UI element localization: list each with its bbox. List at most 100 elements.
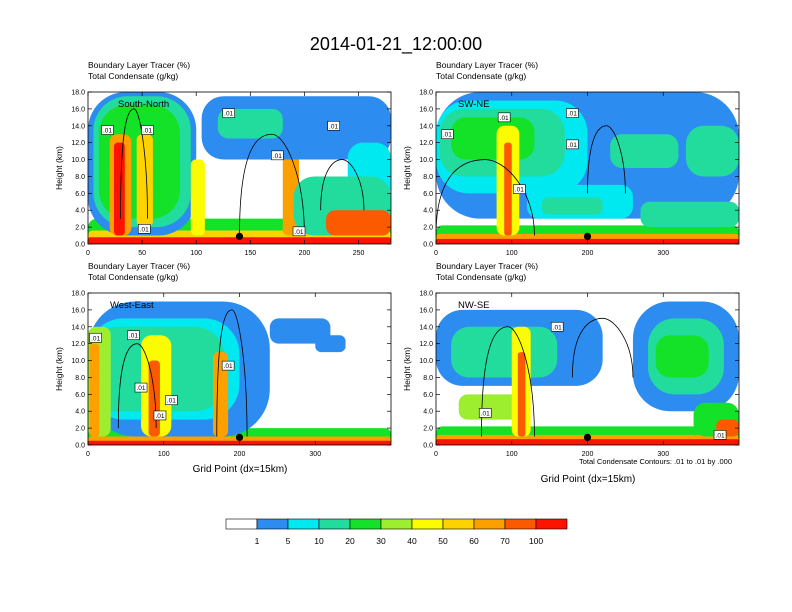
x-axis-label-left: Grid Point (dx=15km) (193, 464, 288, 475)
y-tick-label: 14.0 (419, 324, 433, 331)
y-tick-label: 4.0 (75, 208, 85, 215)
legend-label: 20 (345, 536, 355, 546)
contour-label: .01 (441, 129, 454, 140)
y-tick-label: 6.0 (75, 392, 85, 399)
y-tick-label: 6.0 (423, 392, 433, 399)
y-tick-label: 12.0 (419, 140, 433, 147)
header-line1: Boundary Layer Tracer (%) (88, 60, 190, 70)
tracer-region (640, 201, 739, 228)
contour-label: .01 (153, 410, 167, 421)
y-tick-label: 10.0 (71, 157, 85, 164)
x-axis-label-right: Grid Point (dx=15km) (541, 474, 636, 485)
contour-label: .01 (101, 125, 114, 135)
contour-label: .01 (497, 112, 511, 123)
x-tick-label: 100 (506, 451, 518, 458)
tracer-region (451, 326, 558, 378)
legend-swatch (349, 518, 382, 530)
y-tick-label: 14.0 (71, 123, 85, 130)
y-tick-label: 2.0 (423, 225, 433, 232)
x-tick-label: 200 (582, 250, 594, 257)
y-tick-label: 8.0 (75, 375, 85, 382)
figure-title: 2014-01-21_12:00:00 (310, 34, 482, 55)
y-tick-label: 16.0 (71, 106, 85, 113)
legend-label: 60 (469, 536, 479, 546)
location-marker (235, 433, 244, 441)
contour-label: .01 (137, 224, 151, 234)
contour-label: .01 (89, 332, 102, 343)
panel-west-east: Boundary Layer Tracer (%)Total Condensat… (54, 261, 392, 458)
y-axis-label: Height (km) (54, 347, 64, 391)
contour-label: .01 (550, 321, 564, 332)
svg-text:.01: .01 (143, 128, 152, 135)
header-line1: Boundary Layer Tracer (%) (436, 60, 538, 70)
y-tick-label: 12.0 (71, 341, 85, 348)
svg-text:.01: .01 (103, 128, 112, 135)
svg-text:.01: .01 (515, 187, 524, 194)
y-tick-label: 10.0 (419, 358, 433, 365)
y-tick-label: 4.0 (423, 409, 433, 416)
header-line2: Total Condensate (g/kg) (436, 272, 526, 282)
tracer-region (504, 142, 512, 236)
legend-label: 1 (255, 536, 260, 546)
tracer-region (458, 394, 520, 420)
y-tick-label: 16.0 (71, 307, 85, 314)
contour-label: .01 (127, 330, 140, 341)
condensate-contour (120, 108, 148, 219)
svg-text:.01: .01 (294, 229, 303, 236)
y-tick-label: 14.0 (71, 324, 85, 331)
legend-swatch (535, 518, 568, 530)
legend-swatch (442, 518, 475, 530)
y-tick-label: 14.0 (419, 123, 433, 130)
y-tick-label: 12.0 (71, 140, 85, 147)
x-tick-label: 200 (234, 451, 246, 458)
x-tick-label: 300 (657, 451, 669, 458)
y-tick-label: 2.0 (423, 426, 433, 433)
legend-label: 5 (286, 536, 291, 546)
condensate-contour (239, 133, 305, 236)
x-tick-label: 200 (582, 451, 594, 458)
section-label: NW-SE (458, 300, 490, 311)
condensate-contour (481, 326, 535, 437)
x-tick-label: 300 (309, 451, 321, 458)
legend-label: 70 (500, 536, 510, 546)
x-tick-label: 100 (506, 250, 518, 257)
y-tick-label: 18.0 (71, 291, 85, 298)
svg-text:.01: .01 (224, 363, 233, 370)
svg-text:.01: .01 (481, 410, 490, 417)
tracer-region (190, 159, 205, 236)
x-tick-label: 50 (138, 250, 146, 257)
contour-label: .01 (327, 120, 340, 131)
legend-swatch (504, 518, 537, 530)
contour-label: .01 (141, 125, 154, 135)
filled-field: .01 .01 .01 .01 .01 (436, 92, 739, 244)
legend-label: 100 (529, 536, 543, 546)
svg-text:.01: .01 (553, 324, 562, 331)
panel-south-north: Boundary Layer Tracer (%)Total Condensat… (54, 60, 392, 257)
legend-swatch (380, 518, 413, 530)
color-legend: 1 5 10 20 30 40 50 60 70 100 (225, 518, 568, 546)
legend-swatch (225, 518, 258, 530)
x-tick-label: 250 (353, 250, 365, 257)
svg-text:.01: .01 (329, 123, 338, 130)
y-axis-label: Height (km) (402, 146, 412, 190)
svg-text:.01: .01 (500, 115, 509, 122)
y-tick-label: 10.0 (419, 157, 433, 164)
header-line2: Total Condensate (g/kg) (436, 71, 526, 81)
condensate-contour (571, 317, 634, 378)
condensate-contour (320, 159, 365, 211)
tracer-region (315, 335, 346, 353)
tracer-region (326, 210, 391, 236)
x-tick-label: 0 (86, 451, 90, 458)
y-tick-label: 18.0 (71, 90, 85, 97)
y-tick-label: 10.0 (71, 358, 85, 365)
svg-text:.01: .01 (224, 111, 233, 118)
header-line2: Total Condensate (g/kg) (88, 71, 178, 81)
y-tick-label: 18.0 (419, 291, 433, 298)
condensate-contour (216, 309, 248, 437)
tracer-region (685, 125, 739, 177)
y-tick-label: 4.0 (75, 409, 85, 416)
svg-text:.01: .01 (140, 226, 149, 233)
x-tick-label: 300 (657, 250, 669, 257)
contour-label: .01 (713, 430, 727, 440)
